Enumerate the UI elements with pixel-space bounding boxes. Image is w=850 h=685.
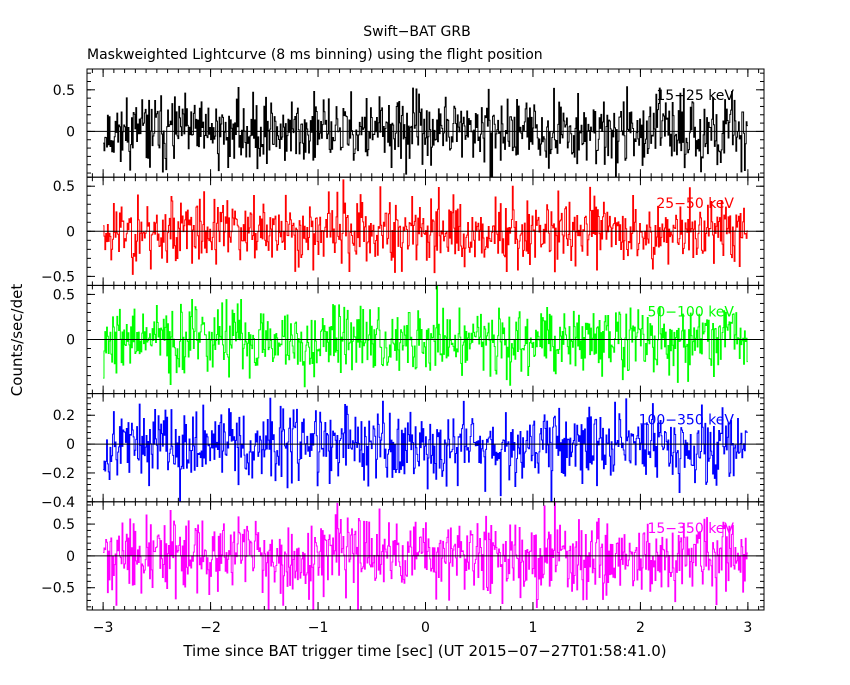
panel-frame <box>86 68 765 178</box>
band-label-3: 50−100 keV <box>647 304 734 320</box>
chart-title: Swift−BAT GRB <box>363 24 470 40</box>
y-tick-label: 0.2 <box>53 408 75 424</box>
panel-5: −0.5 0 0.5 15−350 keV <box>41 501 765 611</box>
x-tick-label: 3 <box>743 620 752 636</box>
y-tick-label: 0 <box>66 333 75 349</box>
panel-group: 0 0.5 15−25 keV −0.5 0 0.5 25−50 keV 0 0.5 50−100… <box>41 68 765 636</box>
y-tick-label: −0.4 <box>41 495 75 511</box>
y-tick-label: 0.5 <box>53 83 75 99</box>
panel-2: −0.5 0 0.5 25−50 keV <box>41 176 765 286</box>
y-tick-label: 0 <box>66 124 75 140</box>
y-tick-label: −0.2 <box>41 466 75 482</box>
y-tick-label: 0 <box>66 224 75 240</box>
x-tick-label: −2 <box>200 620 221 636</box>
y-tick-label: 0 <box>66 549 75 565</box>
band-label-4: 100−350 keV <box>639 413 735 429</box>
series-line-2 <box>103 179 748 275</box>
x-tick-label: −1 <box>308 620 329 636</box>
band-label-5: 15−350 keV <box>647 521 734 537</box>
y-tick-label: 0.5 <box>53 287 75 303</box>
x-tick-label: 1 <box>528 620 537 636</box>
y-tick-label: −0.5 <box>41 581 75 597</box>
panel-3: 0 0.5 50−100 keV <box>53 284 765 395</box>
panel-1: 0 0.5 15−25 keV <box>53 68 765 178</box>
chart-subtitle: Maskweighted Lightcurve (8 ms binning) u… <box>87 47 543 63</box>
y-tick-label: 0.5 <box>53 517 75 533</box>
band-label-2: 25−50 keV <box>656 196 734 212</box>
y-tick-label: −0.5 <box>41 269 75 285</box>
x-tick-label: −3 <box>93 620 114 636</box>
x-axis-label: Time since BAT trigger time [sec] (UT 20… <box>182 642 666 660</box>
band-label-1: 15−25 keV <box>656 88 734 104</box>
series-line-4 <box>103 397 748 502</box>
x-tick-label: 0 <box>421 620 430 636</box>
series-line-5 <box>103 501 748 610</box>
panel-4: −0.4 −0.2 0 0.2 100−350 keV <box>41 393 765 511</box>
series-line-1 <box>103 86 748 178</box>
y-tick-label: 0.5 <box>53 179 75 195</box>
x-axis: −3 −2 −1 0 1 2 3 <box>93 620 753 636</box>
series-line-3 <box>103 285 748 388</box>
y-tick-label: 0 <box>66 437 75 453</box>
y-axis-label: Counts/sec/det <box>8 284 26 397</box>
x-tick-label: 2 <box>636 620 645 636</box>
